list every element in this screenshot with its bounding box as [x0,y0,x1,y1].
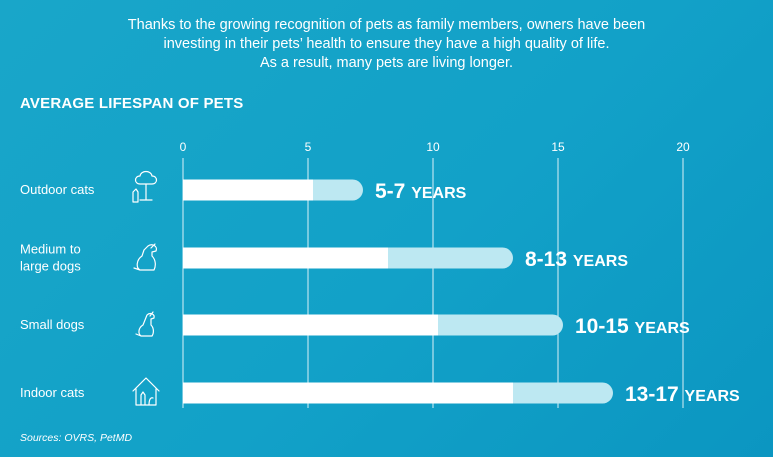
value-label: 13-17 YEARS [625,383,740,406]
bar-min-segment [183,179,313,201]
bar-range-segment [313,179,364,201]
bar-range-segment [438,314,563,336]
x-tick-label: 15 [551,140,565,154]
value-label: 8-13 YEARS [525,248,628,271]
value-label: 10-15 YEARS [575,315,690,338]
category-label: Small dogs [20,317,85,332]
value-label: 5-7 YEARS [375,180,467,203]
source-note: Sources: OVRS, PetMD [20,432,133,444]
bar-min-segment [183,382,513,404]
small-dog-icon [135,311,155,337]
house-cat-icon [132,377,160,406]
x-tick-label: 10 [426,140,440,154]
x-tick-label: 5 [305,140,312,154]
chart-title: AVERAGE LIFESPAN OF PETS [20,95,244,112]
bar-range-segment [513,382,613,404]
intro-line: Thanks to the growing recognition of pet… [127,17,646,33]
category-label: Medium to [20,242,81,257]
intro-line: As a result, many pets are living longer… [259,55,514,71]
bar-min-segment [183,314,438,336]
category-label: Outdoor cats [20,182,95,197]
bar-min-segment [183,247,388,269]
x-tick-label: 0 [180,140,187,154]
tree-cat-icon [132,170,158,203]
intro-line: investing in their pets’ health to ensur… [163,36,610,52]
category-label: Indoor cats [20,385,85,400]
intro-text: Thanks to the growing recognition of pet… [0,16,773,73]
sitting-dog-icon [133,243,157,271]
bar-range-segment [388,247,513,269]
category-label: large dogs [20,259,81,274]
x-tick-label: 20 [676,140,690,154]
